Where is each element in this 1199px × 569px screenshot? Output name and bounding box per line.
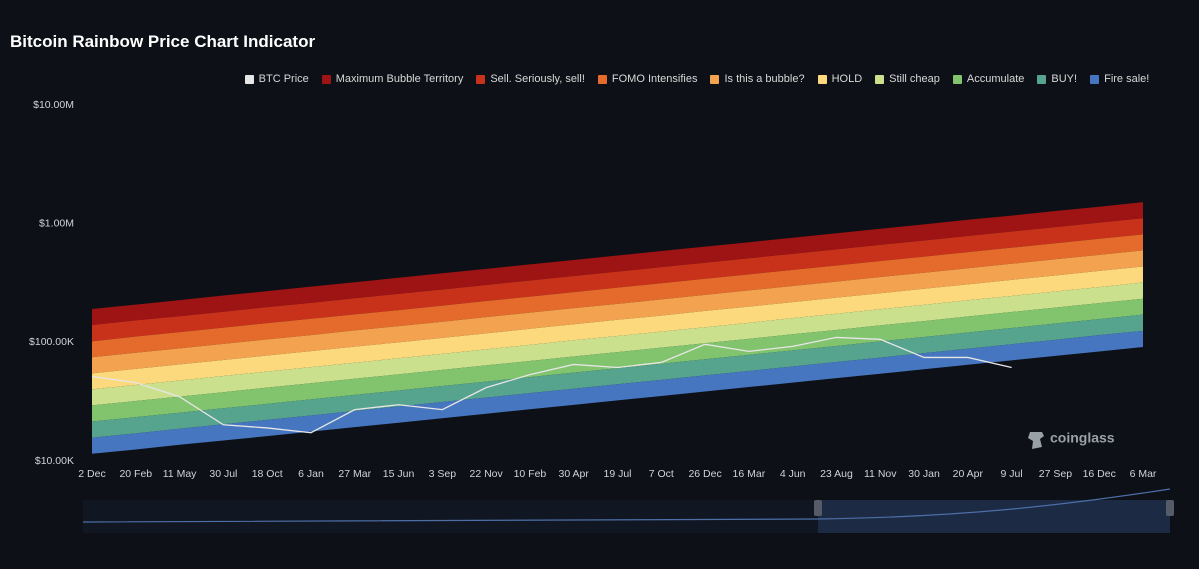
- legend-item[interactable]: BTC Price: [244, 73, 309, 85]
- navigator-window[interactable]: [818, 500, 1170, 533]
- legend-item[interactable]: FOMO Intensifies: [597, 73, 698, 85]
- x-tick-label: 18 Oct: [252, 468, 283, 480]
- legend-swatch: [710, 74, 720, 84]
- x-tick-label: 11 Nov: [864, 468, 897, 480]
- rainbow-band: [92, 250, 1143, 374]
- x-tick-label: 30 Jul: [209, 468, 237, 480]
- y-tick-label: $10.00K: [35, 455, 74, 467]
- legend-swatch: [875, 74, 885, 84]
- legend-swatch: [476, 74, 486, 84]
- rainbow-band: [92, 330, 1143, 454]
- navigator-line: [82, 488, 1171, 523]
- legend-label: BTC Price: [258, 73, 309, 85]
- x-tick-label: 20 Apr: [953, 468, 984, 480]
- legend-item[interactable]: BUY!: [1037, 73, 1077, 85]
- watermark-icon: [1028, 432, 1044, 449]
- x-tick-label: 4 Jun: [780, 468, 806, 480]
- legend-swatch: [597, 74, 607, 84]
- x-tick-label: 27 Sep: [1039, 468, 1072, 480]
- legend-item[interactable]: Is this a bubble?: [710, 73, 805, 85]
- rainbow-band: [92, 234, 1143, 358]
- chart-title: Bitcoin Rainbow Price Chart Indicator: [10, 32, 316, 51]
- rainbow-band: [92, 218, 1143, 342]
- y-tick-label: $10.00M: [33, 99, 74, 111]
- x-tick-label: 11 May: [163, 468, 197, 480]
- x-tick-label: 26 Dec: [688, 468, 721, 480]
- legend-item[interactable]: Sell. Seriously, sell!: [476, 73, 585, 85]
- x-tick-label: 2 Dec: [78, 468, 105, 480]
- x-tick-label: 30 Jan: [908, 468, 940, 480]
- navigator-handle[interactable]: [1166, 500, 1174, 516]
- legend-label: Sell. Seriously, sell!: [490, 73, 585, 85]
- x-tick-label: 27 Mar: [338, 468, 371, 480]
- watermark: coinglass: [1050, 430, 1115, 446]
- x-tick-label: 15 Jun: [383, 468, 415, 480]
- x-tick-label: 30 Apr: [559, 468, 590, 480]
- rainbow-band: [92, 314, 1143, 438]
- x-tick-label: 6 Jan: [298, 468, 324, 480]
- x-tick-label: 16 Mar: [733, 468, 766, 480]
- rainbow-band: [92, 266, 1143, 390]
- legend-swatch: [321, 74, 331, 84]
- price-line: [91, 336, 1012, 434]
- x-tick-label: 7 Oct: [649, 468, 674, 480]
- rainbow-band: [92, 202, 1143, 325]
- x-tick-label: 10 Feb: [514, 468, 547, 480]
- y-tick-label: $100.00K: [29, 336, 74, 348]
- legend: BTC Price Maximum Bubble Territory Sell. S…: [0, 73, 1199, 85]
- legend-label: Maximum Bubble Territory: [335, 73, 464, 85]
- legend-label: Accumulate: [966, 73, 1025, 85]
- legend-swatch: [244, 74, 254, 84]
- legend-item[interactable]: HOLD: [817, 73, 863, 85]
- x-tick-label: 3 Sep: [429, 468, 457, 480]
- navigator: [82, 488, 1174, 533]
- watermark-logo: [1028, 432, 1044, 449]
- legend-item[interactable]: Accumulate: [952, 73, 1025, 85]
- rainbow-band: [92, 282, 1143, 406]
- x-tick-label: 20 Feb: [119, 468, 152, 480]
- rainbow-band: [92, 298, 1143, 422]
- legend-swatch: [1037, 74, 1047, 84]
- legend-swatch: [817, 74, 827, 84]
- legend-label: Fire sale!: [1104, 73, 1150, 85]
- legend-label: Is this a bubble?: [724, 73, 805, 85]
- x-tick-label: 6 Mar: [1130, 468, 1157, 480]
- x-tick-label: 16 Dec: [1083, 468, 1116, 480]
- legend-label: FOMO Intensifies: [611, 73, 698, 85]
- navigator-handle[interactable]: [814, 500, 822, 516]
- legend-item[interactable]: Still cheap: [875, 73, 940, 85]
- y-tick-label: $1.00M: [39, 217, 74, 229]
- legend-swatch: [952, 74, 962, 84]
- x-tick-label: 22 Nov: [469, 468, 503, 480]
- legend-item[interactable]: Maximum Bubble Territory: [321, 73, 464, 85]
- legend-label: Still cheap: [889, 73, 940, 85]
- legend-swatch: [1090, 74, 1100, 84]
- x-tick-label: 19 Jul: [603, 468, 631, 480]
- x-tick-label: 23 Aug: [820, 468, 853, 480]
- legend-item[interactable]: Fire sale!: [1090, 73, 1149, 85]
- legend-label: HOLD: [831, 73, 863, 85]
- x-tick-label: 9 Jul: [1001, 468, 1023, 480]
- legend-label: BUY!: [1051, 73, 1078, 85]
